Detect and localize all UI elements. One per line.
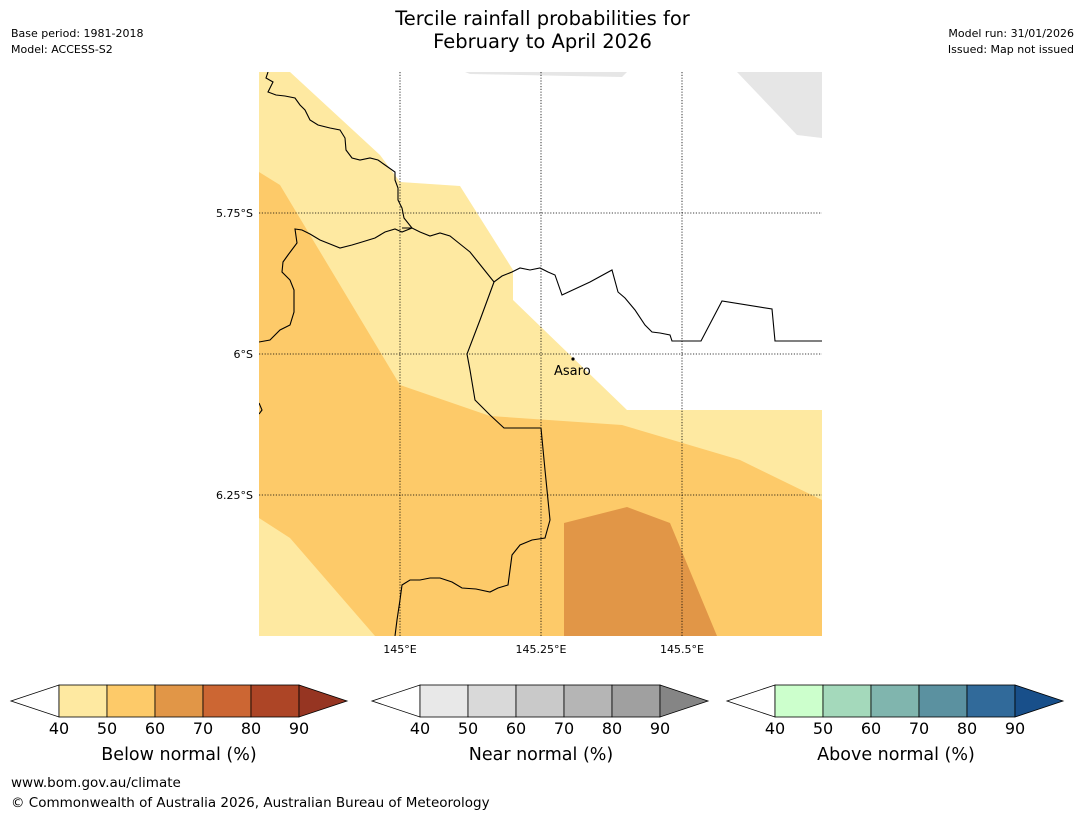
place-marker-icon: [571, 357, 575, 361]
border-central: [402, 227, 822, 342]
colorbar-segment: [870, 684, 920, 718]
tick-label: 70: [908, 719, 930, 738]
base-period-text: Base period: 1981-2018: [11, 27, 144, 40]
tick-label: 60: [860, 719, 882, 738]
tick-label: 80: [601, 719, 623, 738]
lon-label-145-25: 145.25°E: [515, 643, 567, 656]
colorbar-above-normal: [725, 684, 1065, 718]
tick-label: 60: [144, 719, 166, 738]
place-label-asaro: Asaro: [554, 364, 591, 379]
colorbar-segment: [774, 684, 824, 718]
lon-label-145-5: 145.5°E: [660, 643, 704, 656]
meta-right: Model run: 31/01/2026 Issued: Map not is…: [948, 26, 1074, 58]
tick-label: 40: [764, 719, 786, 738]
issued-text: Issued: Map not issued: [947, 43, 1074, 56]
map-title: Tercile rainfall probabilities for Febru…: [0, 7, 1085, 53]
colorbar-segment: [822, 684, 872, 718]
colorbar-segment: [106, 684, 156, 718]
tick-label: 40: [409, 719, 431, 738]
colorbar-segment: [202, 684, 252, 718]
near-normal-zone: [737, 72, 822, 138]
colorbar-upper-extension: [1014, 684, 1065, 718]
tick-label: 50: [457, 719, 479, 738]
colorbar-segment: [611, 684, 661, 718]
lon-label-145: 145°E: [383, 643, 417, 656]
border-west-stub: [259, 402, 263, 415]
tick-label: 70: [192, 719, 214, 738]
colorbar-segment: [467, 684, 517, 718]
border-south: [394, 281, 551, 636]
colorbar-lower-extension: [725, 684, 776, 718]
colorbar-segment: [515, 684, 565, 718]
tick-label: 50: [812, 719, 834, 738]
map-area: [259, 72, 822, 636]
no-dominant-zone: [290, 72, 822, 410]
tick-label: 90: [649, 719, 671, 738]
colorbar-segment: [250, 684, 300, 718]
lat-label-6-25: 6.25°S: [216, 489, 253, 502]
colorbar-segment: [154, 684, 204, 718]
tick-label: 80: [240, 719, 262, 738]
colorbar-near-normal: [370, 684, 710, 718]
tick-label: 90: [288, 719, 310, 738]
colorbar-segment: [563, 684, 613, 718]
border-north: [259, 72, 413, 343]
colorbar-segment: [419, 684, 469, 718]
colorbar-above-title: Above normal (%): [817, 745, 975, 765]
meta-left: Base period: 1981-2018 Model: ACCESS-S2: [11, 26, 143, 58]
colorbar-near-title: Near normal (%): [468, 745, 614, 765]
colorbar-upper-extension: [659, 684, 710, 718]
footer-url: www.bom.gov.au/climate: [11, 775, 181, 791]
tick-label: 90: [1004, 719, 1026, 738]
tick-label: 70: [553, 719, 575, 738]
tick-label: 50: [96, 719, 118, 738]
footer-copyright: © Commonwealth of Australia 2026, Austra…: [11, 795, 490, 811]
colorbar-segment: [58, 684, 108, 718]
colorbar-lower-extension: [9, 684, 60, 718]
model-run-text: Model run: 31/01/2026: [948, 27, 1074, 40]
colorbar-below-normal: [9, 684, 349, 718]
colorbar-segment: [966, 684, 1016, 718]
lat-label-5-75: 5.75°S: [216, 207, 253, 220]
near-normal-zone-strip: [465, 72, 627, 77]
colorbar-lower-extension: [370, 684, 421, 718]
lat-label-6: 6°S: [233, 348, 253, 361]
below-normal-60-70-zone: [564, 507, 717, 636]
model-text: Model: ACCESS-S2: [11, 43, 113, 56]
map-title-line1: Tercile rainfall probabilities for: [395, 7, 690, 30]
colorbar-upper-extension: [298, 684, 349, 718]
tick-label: 40: [48, 719, 70, 738]
colorbar-segment: [918, 684, 968, 718]
province-borders: [259, 72, 822, 636]
colorbar-below-title: Below normal (%): [101, 745, 257, 765]
tick-label: 80: [956, 719, 978, 738]
tick-label: 60: [505, 719, 527, 738]
map-title-line2: February to April 2026: [433, 30, 652, 53]
